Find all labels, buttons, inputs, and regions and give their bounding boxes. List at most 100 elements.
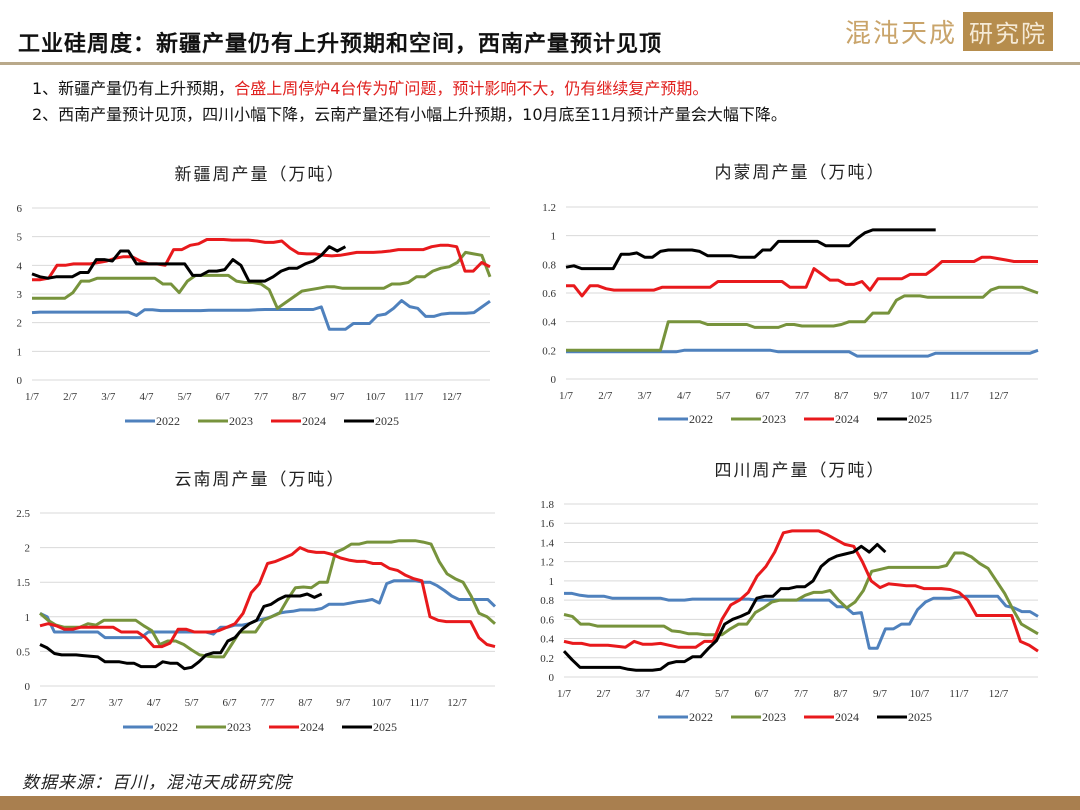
chart-svg: 云南周产量（万吨） 0 0.5 1 1.5 2 2.5 1/7 2/7 3/7 4/7 5/7 6/7 7… xyxy=(16,470,497,734)
legend-label-2022: 2022 xyxy=(689,710,713,724)
x-tick-label: 4/7 xyxy=(677,390,692,402)
legend-label-2024: 2024 xyxy=(300,720,324,734)
x-tick-label: 4/7 xyxy=(147,697,162,709)
x-tick-label: 9/7 xyxy=(873,688,888,700)
x-tick-label: 12/7 xyxy=(442,391,462,403)
chart-svg: 内蒙周产量（万吨） 0 0.2 0.4 0.6 0.8 1 1.2 1/7 2/7 3/7 4/7 5/… xyxy=(542,163,1039,426)
y-tick-label: 0.2 xyxy=(542,345,556,357)
y-tick-label: 0.2 xyxy=(540,653,554,665)
legend-label-2022: 2022 xyxy=(689,412,713,426)
legend-label-2024: 2024 xyxy=(302,414,326,428)
x-tick-label: 11/7 xyxy=(410,697,430,709)
series-line-2025 xyxy=(39,592,323,671)
chart-sichuan: 四川周产量（万吨） 0 0.2 0.4 0.6 0.8 1 1.2 1.4 1.6 1.8 1/7 2/… xyxy=(540,450,1080,750)
x-tick-label: 9/7 xyxy=(330,391,345,403)
chart-title: 四川周产量（万吨） xyxy=(715,461,886,481)
series-line-2024 xyxy=(39,546,496,649)
series-line-2024 xyxy=(563,529,1039,653)
chart-neimeng: 内蒙周产量（万吨） 0 0.2 0.4 0.6 0.8 1 1.2 1/7 2/7 3/7 4/7 5/… xyxy=(540,150,1080,440)
y-tick-label: 0.8 xyxy=(542,259,556,271)
y-tick-label: 4 xyxy=(17,260,23,272)
x-tick-label: 2/7 xyxy=(596,688,611,700)
x-tick-label: 7/7 xyxy=(795,390,810,402)
x-tick-label: 6/7 xyxy=(223,697,238,709)
logo-text: 混沌天成 xyxy=(845,18,958,49)
y-tick-label: 1.5 xyxy=(16,577,30,589)
chart-title: 云南周产量（万吨） xyxy=(175,470,346,490)
note-1-highlight: 合盛上周停炉4台传为矿问题，预计影响不大，仍有继续复产预期。 xyxy=(234,79,709,98)
chart-title: 内蒙周产量（万吨） xyxy=(715,163,886,183)
x-tick-label: 3/7 xyxy=(109,697,124,709)
legend-label-2022: 2022 xyxy=(154,720,178,734)
legend-label-2023: 2023 xyxy=(762,710,786,724)
legend-label-2022: 2022 xyxy=(156,414,180,428)
legend-label-2023: 2023 xyxy=(229,414,253,428)
legend-label-2025: 2025 xyxy=(373,720,397,734)
x-tick-label: 1/7 xyxy=(33,697,48,709)
y-tick-label: 0.4 xyxy=(540,634,554,646)
y-tick-label: 1 xyxy=(25,612,31,624)
y-tick-label: 0 xyxy=(25,681,31,693)
x-tick-label: 2/7 xyxy=(71,697,86,709)
x-tick-label: 8/7 xyxy=(833,688,848,700)
x-tick-label: 10/7 xyxy=(910,390,930,402)
y-tick-label: 6 xyxy=(17,203,23,215)
header-divider xyxy=(0,62,1080,65)
x-tick-label: 1/7 xyxy=(559,390,574,402)
x-tick-label: 10/7 xyxy=(371,697,391,709)
summary-notes: 1、新疆产量仍有上升预期，合盛上周停炉4台传为矿问题，预计影响不大，仍有继续复产… xyxy=(32,76,787,128)
y-tick-label: 1.8 xyxy=(540,499,554,511)
series-line-2025 xyxy=(31,245,347,283)
legend-label-2025: 2025 xyxy=(375,414,399,428)
series-line-2023 xyxy=(32,250,492,310)
x-tick-label: 4/7 xyxy=(139,391,154,403)
page-title: 工业硅周度：新疆产量仍有上升预期和空间，西南产量预计见顶 xyxy=(18,32,663,57)
x-tick-label: 2/7 xyxy=(63,391,78,403)
y-tick-label: 1 xyxy=(551,231,557,243)
x-tick-label: 5/7 xyxy=(716,390,731,402)
logo-box: 研究院 xyxy=(963,11,1054,51)
x-tick-label: 7/7 xyxy=(254,391,269,403)
y-tick-label: 5 xyxy=(17,232,23,244)
y-tick-label: 2 xyxy=(17,318,23,330)
series-line-2022 xyxy=(564,591,1039,650)
x-tick-label: 7/7 xyxy=(794,688,809,700)
y-tick-label: 0 xyxy=(17,375,23,387)
x-tick-label: 11/7 xyxy=(404,391,424,403)
x-tick-label: 6/7 xyxy=(216,391,231,403)
y-tick-label: 3 xyxy=(17,289,23,301)
chart-title: 新疆周产量（万吨） xyxy=(175,165,346,185)
chart-yunnan: 云南周产量（万吨） 0 0.5 1 1.5 2 2.5 1/7 2/7 3/7 4/7 5/7 6/7 7… xyxy=(0,455,540,755)
y-tick-label: 0.8 xyxy=(540,595,554,607)
x-tick-label: 4/7 xyxy=(675,688,690,700)
x-tick-label: 10/7 xyxy=(910,688,930,700)
y-tick-label: 0 xyxy=(549,672,555,684)
note-line-1: 1、新疆产量仍有上升预期，合盛上周停炉4台传为矿问题，预计影响不大，仍有继续复产… xyxy=(32,76,787,102)
x-tick-label: 9/7 xyxy=(874,390,889,402)
x-tick-label: 1/7 xyxy=(557,688,572,700)
y-tick-label: 1 xyxy=(549,576,555,588)
footer-bar xyxy=(0,796,1080,810)
x-tick-label: 8/7 xyxy=(834,390,849,402)
series-line-2023 xyxy=(39,539,496,659)
chart-svg: 四川周产量（万吨） 0 0.2 0.4 0.6 0.8 1 1.2 1.4 1.6 1.8 1/7 2/… xyxy=(540,461,1039,724)
x-tick-label: 8/7 xyxy=(298,697,313,709)
legend-label-2024: 2024 xyxy=(835,710,859,724)
y-tick-label: 0.4 xyxy=(542,317,556,329)
chart-svg: 新疆周产量（万吨） 0 1 2 3 4 5 6 1/7 2/7 3/7 4/7 5/7 6/7 7/7 8/7… xyxy=(17,165,492,428)
y-tick-label: 1.2 xyxy=(540,557,554,569)
x-tick-label: 2/7 xyxy=(598,390,613,402)
series-line-2025 xyxy=(562,542,887,672)
x-tick-label: 10/7 xyxy=(366,391,386,403)
note-line-2: 2、西南产量预计见顶，四川小幅下降，云南产量还有小幅上升预期，10月底至11月预… xyxy=(32,105,787,124)
logo: 混沌天成 研究院 xyxy=(845,11,1054,51)
series-line-2023 xyxy=(563,551,1039,637)
x-tick-label: 3/7 xyxy=(638,390,653,402)
x-tick-label: 12/7 xyxy=(989,390,1009,402)
legend-label-2023: 2023 xyxy=(227,720,251,734)
x-tick-label: 12/7 xyxy=(989,688,1009,700)
x-tick-label: 5/7 xyxy=(185,697,200,709)
x-tick-label: 6/7 xyxy=(754,688,769,700)
x-tick-label: 7/7 xyxy=(260,697,275,709)
data-source: 数据来源：百川，混沌天成研究院 xyxy=(22,773,292,793)
